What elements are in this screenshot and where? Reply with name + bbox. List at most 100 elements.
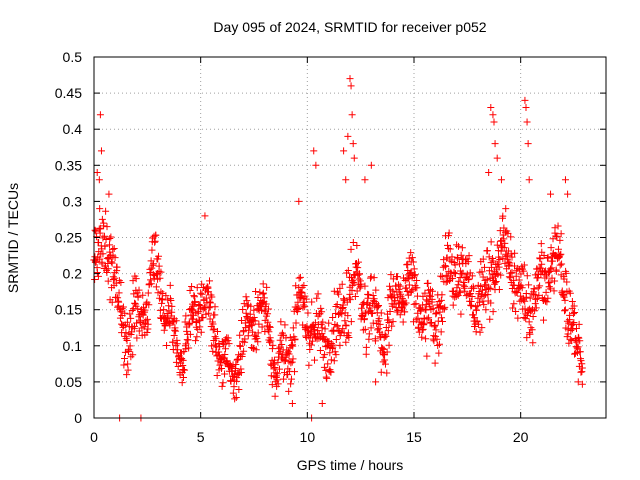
data-point: [381, 331, 389, 339]
data-point: [314, 290, 322, 298]
data-point: [117, 278, 125, 286]
data-point: [394, 293, 402, 301]
data-point: [546, 265, 554, 273]
data-point: [288, 336, 296, 344]
data-point: [193, 333, 201, 341]
data-point: [296, 294, 304, 302]
data-point: [520, 261, 528, 269]
data-point: [514, 264, 522, 272]
data-point: [243, 297, 251, 305]
data-point: [330, 357, 338, 365]
data-point: [578, 364, 586, 372]
data-point: [347, 318, 355, 326]
data-point: [242, 293, 250, 301]
y-tick-label: 0.5: [63, 49, 83, 65]
data-point: [151, 237, 159, 245]
y-tick-label: 0.25: [55, 230, 82, 246]
data-point: [476, 328, 484, 336]
data-point: [521, 297, 529, 305]
data-point: [487, 104, 495, 112]
data-point: [435, 340, 443, 348]
data-point: [310, 324, 318, 332]
data-point: [433, 335, 441, 343]
data-point: [562, 269, 570, 277]
data-point: [501, 239, 509, 247]
data-point: [421, 305, 429, 313]
data-point: [557, 250, 565, 258]
data-point: [276, 336, 284, 344]
data-point: [139, 291, 147, 299]
data-point: [91, 226, 99, 234]
data-point: [468, 272, 476, 280]
data-point: [574, 343, 582, 351]
data-point: [135, 286, 143, 294]
data-point: [544, 294, 552, 302]
data-point: [296, 273, 304, 281]
data-point: [273, 370, 281, 378]
y-tick-label: 0: [74, 410, 82, 426]
data-point: [570, 302, 578, 310]
data-point: [568, 337, 576, 345]
data-point: [266, 323, 274, 331]
data-point: [410, 265, 418, 273]
y-tick-label: 0.2: [63, 266, 83, 282]
data-point: [103, 223, 111, 231]
data-point: [285, 387, 293, 395]
data-point: [350, 279, 358, 287]
data-point: [289, 355, 297, 363]
data-point: [531, 307, 539, 315]
data-point: [430, 323, 438, 331]
data-point: [336, 284, 344, 292]
data-point: [190, 302, 198, 310]
y-tick-label: 0.35: [55, 157, 82, 173]
data-point: [507, 233, 515, 241]
data-point: [237, 365, 245, 373]
data-point: [211, 311, 219, 319]
data-point: [337, 328, 345, 336]
data-point: [441, 303, 449, 311]
data-point: [292, 319, 300, 327]
data-point: [547, 190, 555, 198]
data-point: [130, 290, 138, 298]
data-point: [389, 287, 397, 295]
data-point: [356, 284, 364, 292]
data-point: [560, 307, 568, 315]
data-point: [301, 292, 309, 300]
data-point: [375, 315, 383, 323]
data-point: [181, 318, 189, 326]
data-point: [528, 326, 536, 334]
data-point: [532, 295, 540, 303]
data-point: [258, 323, 266, 331]
data-point: [376, 320, 384, 328]
x-tick-label: 20: [513, 429, 529, 445]
data-point: [100, 219, 108, 227]
x-tick-label: 0: [90, 429, 98, 445]
data-point: [578, 380, 586, 388]
data-point: [259, 289, 267, 297]
data-point: [336, 332, 344, 340]
data-point: [551, 224, 559, 232]
data-point: [574, 378, 582, 386]
data-point: [172, 358, 180, 366]
data-point: [383, 369, 391, 377]
data-point: [334, 327, 342, 335]
y-tick-label: 0.4: [63, 121, 83, 137]
data-point: [507, 250, 515, 258]
data-point: [209, 320, 217, 328]
data-point: [440, 256, 448, 264]
data-point: [214, 351, 222, 359]
data-point: [198, 290, 206, 298]
data-point: [97, 147, 105, 155]
data-point: [512, 308, 520, 316]
data-point: [566, 289, 574, 297]
data-point: [389, 318, 397, 326]
data-point: [560, 293, 568, 301]
data-point: [265, 305, 273, 313]
data-point: [233, 374, 241, 382]
data-point: [179, 374, 187, 382]
x-tick-label: 15: [406, 429, 422, 445]
data-point: [346, 296, 354, 304]
data-point: [556, 251, 564, 259]
data-point: [533, 295, 541, 303]
data-point: [577, 357, 585, 365]
